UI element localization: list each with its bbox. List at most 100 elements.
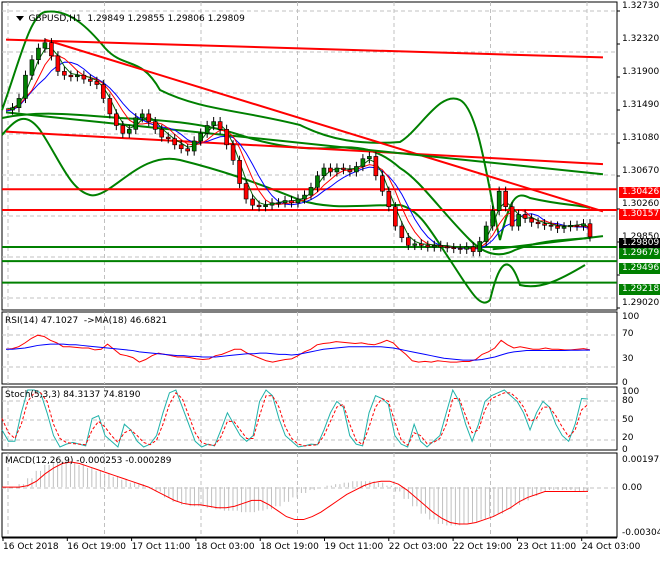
price-axis-label: 1.31080 (622, 133, 660, 143)
price-axis-label: 1.32730 (622, 1, 660, 11)
macd-axis-label: -0.003044 (622, 528, 660, 538)
stoch-axis-label: 0 (622, 445, 628, 455)
candle (470, 246, 476, 252)
rsi-axis-label: 100 (622, 312, 640, 322)
rsi-axis-label: 30 (622, 354, 634, 364)
candle (101, 84, 106, 99)
candle (81, 74, 87, 80)
price-tag: 1.29809 (619, 238, 660, 249)
axis-ticks (2, 10, 620, 541)
candle (243, 183, 249, 200)
candle (509, 206, 515, 227)
candle (367, 156, 372, 160)
price-axis-label: 1.30670 (622, 166, 660, 176)
time-axis-label: 17 Oct 11:00 (131, 542, 191, 552)
candle (315, 175, 320, 188)
price-axis-label: 1.32320 (622, 34, 660, 44)
candle (107, 98, 113, 115)
candle (438, 245, 444, 248)
candle (328, 167, 333, 173)
candle (224, 129, 229, 146)
collapse-triangle-icon[interactable] (16, 16, 25, 21)
candle (555, 225, 560, 229)
stoch-axis-label: 80 (622, 396, 634, 406)
time-axis-label: 22 Oct 03:00 (388, 542, 448, 552)
price-tag: 1.30426 (619, 187, 660, 198)
candle (347, 169, 353, 173)
candle (237, 160, 242, 184)
candle (75, 74, 80, 78)
candle (88, 78, 93, 82)
candle (574, 224, 580, 227)
time-axis-label: 24 Oct 03:00 (581, 542, 641, 552)
candle (152, 121, 158, 130)
candle (360, 158, 366, 167)
candle (185, 148, 190, 152)
candle (568, 224, 573, 228)
candle (503, 190, 508, 208)
candle (269, 202, 275, 206)
candle (282, 200, 288, 204)
candle (341, 167, 346, 170)
candle (483, 225, 489, 242)
candle (256, 204, 262, 208)
candle (42, 42, 48, 49)
time-axis-label: 19 Oct 11:00 (324, 542, 384, 552)
time-axis-label: 16 Oct 19:00 (67, 542, 126, 552)
candle (451, 247, 457, 250)
candle (62, 71, 67, 76)
candle (198, 132, 203, 142)
candle (393, 206, 398, 227)
stoch-axis-label: 100 (622, 387, 640, 397)
candle (406, 237, 411, 246)
rsi-axis-label: 70 (622, 329, 634, 339)
rsi-lines (5, 334, 591, 363)
candle (386, 190, 392, 208)
candle (354, 166, 359, 173)
candle (68, 74, 74, 78)
candle (542, 223, 547, 226)
candle (490, 210, 495, 227)
candle (418, 243, 424, 246)
candle (23, 74, 28, 99)
candle (561, 226, 567, 229)
candle (496, 190, 502, 211)
price-axis-label: 1.31900 (622, 67, 660, 77)
macd-axis-label: 0.00 (622, 483, 643, 493)
price-tag: 1.29218 (619, 284, 660, 295)
candle (165, 136, 171, 139)
candle (191, 140, 197, 152)
time-axis-label: 18 Oct 19:00 (260, 542, 319, 552)
symbol-label: GBPUSD,H1 (28, 14, 82, 24)
stoch-lines (1, 388, 589, 448)
candle (308, 187, 314, 196)
stoch-axis-label: 50 (622, 415, 634, 425)
candle (263, 204, 268, 208)
price-tag: 1.30157 (619, 209, 660, 220)
candle (211, 121, 216, 126)
candle (535, 221, 541, 225)
macd-axis-label: 0.001973 (622, 455, 660, 465)
grid-lines (2, 2, 617, 537)
candle (321, 167, 327, 177)
candle (230, 144, 236, 161)
rsi-header: RSI(14) 47.1027 ->MA(18) 46.6821 (5, 316, 168, 326)
candle (159, 129, 165, 138)
price-axis-label: 1.31490 (622, 100, 660, 110)
candle (29, 59, 35, 76)
candle (412, 243, 418, 246)
candle (295, 198, 301, 204)
candles (10, 38, 593, 257)
macd-header: MACD(12,26,9) -0.000253 -0.000289 (5, 456, 172, 466)
candle (139, 113, 145, 119)
candle (457, 248, 463, 250)
candle (522, 214, 528, 219)
candle (204, 125, 210, 134)
candle (516, 214, 521, 227)
price-axis-label: 1.29020 (622, 298, 660, 308)
candle (146, 113, 152, 122)
price-axis-label: 1.30260 (622, 199, 660, 209)
candle (587, 223, 593, 238)
